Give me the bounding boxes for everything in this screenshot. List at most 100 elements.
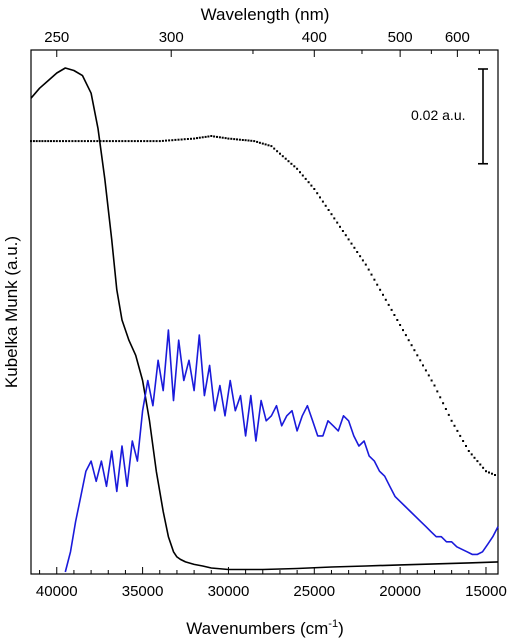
series-1-dot bbox=[261, 142, 264, 145]
series-1-dot bbox=[485, 470, 487, 473]
series-1-dot bbox=[430, 379, 433, 382]
series-1-dot bbox=[111, 140, 114, 143]
series-1-dot bbox=[422, 364, 424, 367]
series-1-dot bbox=[146, 140, 149, 143]
series-1-dot bbox=[250, 139, 253, 142]
series-1-dot bbox=[330, 213, 333, 216]
series-1-dot bbox=[281, 155, 284, 158]
series-1-dot bbox=[236, 138, 238, 141]
series-1-dot bbox=[127, 140, 130, 143]
series-1-dot bbox=[479, 463, 482, 466]
series-1-dot bbox=[433, 384, 436, 387]
series-1-dot bbox=[174, 138, 177, 141]
series-1-dot bbox=[65, 140, 68, 143]
series-1-dot bbox=[121, 140, 124, 143]
series-1-dot bbox=[108, 140, 111, 143]
series-1-dot bbox=[413, 349, 416, 352]
series-1-dot bbox=[321, 200, 324, 203]
series-1-dot bbox=[356, 251, 359, 253]
series-1-dot bbox=[183, 138, 186, 141]
series-1-dot bbox=[402, 329, 404, 332]
series-1-dot bbox=[216, 135, 218, 138]
series-1-dot bbox=[327, 209, 330, 211]
series-1-dot bbox=[30, 140, 32, 143]
series-1-dot bbox=[44, 140, 47, 143]
series-1-dot bbox=[177, 138, 180, 141]
series-1-dot bbox=[367, 268, 370, 271]
x-axis-title-main: Wavenumbers (cm bbox=[186, 619, 328, 638]
series-1-dot bbox=[218, 136, 221, 139]
series-1-dot bbox=[171, 139, 174, 142]
series-1-dot bbox=[465, 445, 467, 447]
series-1-dot bbox=[361, 259, 364, 262]
series-1-dot bbox=[359, 255, 362, 258]
series-1-dots bbox=[30, 135, 496, 476]
x-tick-label: 25000 bbox=[293, 583, 335, 600]
series-1-dot bbox=[390, 308, 393, 311]
series-1-dot bbox=[201, 136, 204, 139]
scale-bar bbox=[478, 68, 488, 165]
series-1-dot bbox=[387, 303, 390, 306]
series-1-dot bbox=[158, 140, 161, 143]
series-1-dot bbox=[80, 140, 83, 143]
top-wavelength-axis: 250 300 400 500 600 bbox=[44, 29, 480, 57]
series-1-dot bbox=[230, 137, 233, 140]
series-1-dot bbox=[276, 150, 279, 153]
series-1-dot bbox=[453, 424, 456, 427]
series-1-dot bbox=[467, 450, 470, 452]
series-1-dot bbox=[393, 314, 396, 316]
series-1-dot bbox=[168, 139, 171, 142]
y-axis-title: Kubelka Munk (a.u.) bbox=[2, 236, 21, 388]
series-1-dot bbox=[213, 135, 216, 138]
series-1-dot bbox=[267, 144, 270, 147]
series-1-dot bbox=[442, 402, 445, 405]
series-1-dot bbox=[130, 140, 133, 143]
series-1-dot bbox=[105, 140, 108, 143]
series-1-dot bbox=[41, 140, 44, 143]
series-1-dot bbox=[186, 138, 189, 140]
series-1-dot bbox=[476, 460, 479, 463]
series-1-dot bbox=[224, 137, 227, 140]
series-1-dot bbox=[50, 140, 52, 143]
series-1-dot bbox=[341, 230, 344, 232]
top-tick-label: 300 bbox=[159, 29, 184, 46]
series-1-dot bbox=[102, 140, 105, 143]
series-1-dot bbox=[264, 143, 267, 146]
series-1-dot bbox=[333, 217, 336, 220]
x-tick-label: 15000 bbox=[465, 583, 507, 600]
series-1-dot bbox=[313, 188, 316, 190]
series-1-dot bbox=[307, 181, 310, 184]
series-1-dot bbox=[447, 413, 450, 416]
series-1-dot bbox=[273, 147, 276, 150]
series-1-dot bbox=[319, 196, 321, 199]
series-1-dot bbox=[207, 135, 210, 138]
series-1-dot bbox=[204, 135, 207, 138]
series-1-dot bbox=[133, 140, 136, 143]
series-1-dot bbox=[152, 140, 155, 143]
series-1-dot bbox=[450, 419, 453, 422]
series-1-dot bbox=[161, 139, 164, 142]
series-1-dot bbox=[304, 177, 307, 180]
series-1-dot bbox=[470, 453, 473, 456]
series-layer bbox=[30, 67, 499, 573]
series-1-dot bbox=[444, 408, 447, 410]
series-1-dot bbox=[247, 139, 250, 142]
series-1-dot bbox=[58, 140, 61, 143]
x-tick-label: 35000 bbox=[122, 583, 164, 600]
series-1-dot bbox=[241, 139, 244, 141]
series-1-dot bbox=[373, 278, 376, 281]
series-1-dot bbox=[140, 140, 142, 143]
series-1-dot bbox=[399, 324, 402, 326]
series-1-dot bbox=[410, 344, 413, 347]
series-1-dot bbox=[491, 472, 493, 475]
series-1-dot bbox=[90, 140, 93, 143]
series-1-dot bbox=[270, 145, 273, 148]
series-1-dot bbox=[165, 139, 167, 142]
series-1-dot bbox=[155, 140, 158, 143]
series-1-dot bbox=[299, 171, 301, 174]
x-axis-title: Wavenumbers (cm-1) bbox=[186, 618, 343, 638]
series-1-dot bbox=[473, 456, 476, 459]
series-1-dot bbox=[93, 140, 96, 143]
series-1-dot bbox=[462, 440, 465, 442]
